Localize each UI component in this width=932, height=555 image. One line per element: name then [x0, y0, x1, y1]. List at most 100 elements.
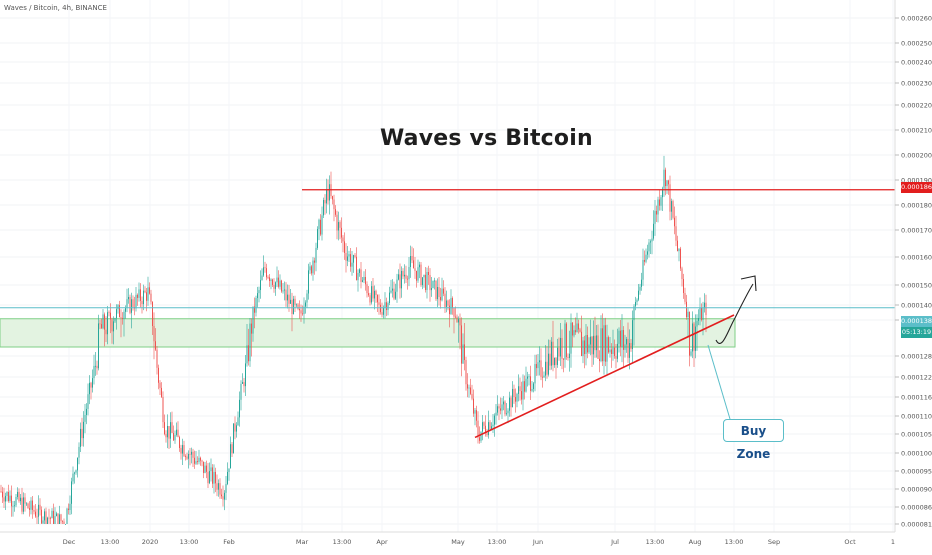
candle-body [530, 376, 531, 391]
candle-body [137, 294, 138, 298]
candle-body [264, 267, 266, 269]
candle-body [447, 300, 449, 306]
candle-body [36, 516, 38, 518]
candle-body [624, 344, 626, 350]
x-tick-label: 13:00 [646, 538, 665, 546]
candle-body [480, 431, 482, 441]
candle-body [675, 226, 677, 241]
candle-body [375, 290, 377, 295]
candle-body [590, 336, 591, 345]
x-tick-label: 13:00 [725, 538, 744, 546]
x-tick-label: 1 [891, 538, 895, 546]
candle-body [678, 248, 680, 252]
candle-body [557, 347, 558, 365]
candle-body [515, 397, 516, 402]
candle-body [384, 302, 386, 308]
drawings [0, 189, 895, 439]
candle-body [321, 215, 323, 235]
candle-body [320, 219, 321, 235]
candle-body [440, 297, 441, 301]
candle-body [192, 451, 194, 458]
candle-body [659, 199, 660, 206]
candle-body [200, 457, 201, 461]
candle-body [354, 255, 356, 257]
candle-body [377, 294, 378, 303]
candle-body [128, 296, 129, 300]
candle-body [350, 254, 351, 267]
candle-body [482, 422, 483, 432]
candle-body [168, 426, 170, 439]
candle-body [471, 393, 473, 399]
candle-body [504, 401, 506, 415]
candle-body [344, 241, 345, 253]
candle-body [620, 330, 621, 347]
countdown-tag: 05:13:19 [901, 327, 932, 338]
candle-body [525, 378, 527, 392]
candle-body [108, 312, 110, 314]
candle-body [635, 302, 636, 307]
candle-body [542, 376, 543, 378]
candle-body [617, 343, 618, 359]
candle-body [695, 326, 696, 351]
candle-body [522, 381, 524, 400]
candle-body [308, 270, 309, 294]
candle-body [527, 376, 528, 379]
candle-body [165, 434, 167, 438]
candle-body [444, 293, 446, 308]
candle-body [144, 290, 146, 293]
resistance-price-tag: 0.0001861 [901, 182, 932, 193]
candle-body [278, 277, 279, 287]
candle-body [138, 289, 140, 298]
candle-body [452, 298, 453, 309]
candle-body [162, 396, 164, 423]
candle-body [279, 280, 281, 287]
candle-body [630, 343, 632, 350]
candle-body [231, 444, 233, 454]
candle-body [11, 495, 12, 507]
candle-body [491, 426, 492, 430]
candle-body [81, 428, 83, 439]
candle-body [35, 511, 36, 517]
candle-body [567, 357, 569, 358]
candle-body [257, 293, 258, 299]
y-tick-label: 0.0000905 [901, 486, 932, 494]
candle-body [18, 491, 20, 502]
candle-body [606, 337, 608, 362]
candle-body [318, 219, 320, 230]
candle-body [474, 410, 476, 414]
candle-body [338, 222, 339, 231]
candle-body [680, 248, 681, 269]
candle-body [14, 505, 15, 507]
candle-body [596, 335, 597, 351]
candle-body [47, 517, 48, 524]
buy-zone-label: Buy Zone [723, 419, 784, 461]
candle-body [254, 306, 255, 313]
candle-body [191, 451, 192, 455]
candle-body [248, 345, 249, 362]
candle-body [12, 505, 14, 507]
candle-body [197, 461, 198, 463]
candle-body [543, 375, 545, 378]
candle-body [225, 484, 227, 493]
candle-body [495, 412, 497, 416]
candle-body [506, 413, 507, 415]
current-price-tag: 0.0001389 [901, 316, 932, 327]
candle-body [41, 509, 42, 524]
candle-body [185, 456, 186, 457]
candle-body [48, 517, 50, 519]
candle-body [122, 317, 123, 319]
candle-body [38, 504, 39, 517]
candle-body [266, 268, 267, 278]
candle-body [327, 190, 329, 201]
candle-body [552, 341, 554, 366]
candle-body [263, 267, 264, 276]
candle-body [591, 336, 593, 355]
candle-body [603, 325, 605, 362]
candle-body [317, 229, 318, 248]
candle-body [101, 324, 102, 329]
